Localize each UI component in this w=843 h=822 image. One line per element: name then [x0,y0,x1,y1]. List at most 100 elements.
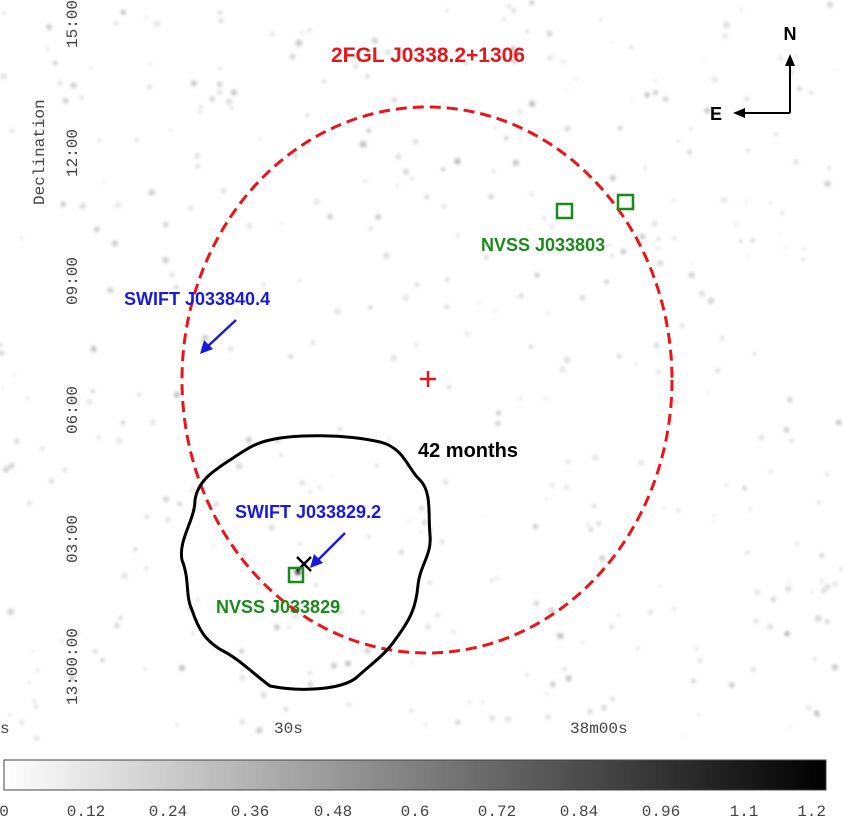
noise-speck [101,180,105,184]
noise-speck [334,308,341,315]
noise-speck [268,524,275,531]
noise-speck [676,508,681,513]
sky-image-noise [0,0,843,742]
noise-speck [310,340,316,346]
noise-speck [93,649,98,654]
noise-speck [745,199,748,203]
x-tick-label: 30s [274,720,303,738]
noise-speck [564,87,568,91]
noise-speck [414,282,419,287]
noise-speck [52,60,58,66]
noise-speck [287,625,291,630]
noise-speck [188,205,194,211]
noise-speck [410,176,414,181]
noise-speck [395,183,400,188]
noise-speck [12,372,17,377]
noise-speck [46,47,50,51]
noise-speck [218,17,224,24]
noise-speck [234,309,239,313]
noise-speck [518,396,523,401]
x-tick-labels: s 30s 38m00s [0,720,628,738]
noise-speck [493,309,497,312]
noise-speck [785,585,792,592]
noise-speck [419,506,425,511]
noise-speck [608,243,612,247]
noise-speck [630,99,634,103]
noise-speck [467,699,473,705]
noise-speck [387,437,391,440]
exposure-label: 42 months [418,440,518,462]
noise-speck [778,232,782,236]
noise-speck [697,657,703,664]
noise-speck [702,58,706,62]
noise-speck [364,647,371,654]
noise-speck [173,391,181,399]
noise-speck [444,277,450,282]
noise-speck [313,582,319,588]
noise-speck [383,252,390,259]
noise-speck [116,437,123,445]
noise-speck [783,246,787,249]
noise-speck [592,454,599,461]
noise-speck [368,305,373,310]
noise-speck [648,609,653,615]
noise-speck [489,715,496,722]
noise-speck [663,96,668,102]
noise-speck [195,597,200,602]
noise-speck [46,24,52,30]
noise-speck [292,613,299,620]
noise-speck [587,708,593,715]
noise-speck [390,355,398,362]
noise-speck [691,678,696,684]
y-tick-labels: 15:00 12:00 09:00 06:00 03:00 13:00:00 [64,0,82,705]
swift-2-arrow-icon [310,532,346,568]
noise-speck [424,194,429,199]
noise-speck [230,89,237,96]
swift-1-arrow-icon [200,319,237,354]
noise-speck [610,254,614,258]
noise-speck [365,178,369,183]
noise-speck [133,547,138,552]
noise-speck [824,180,831,187]
noise-speck [604,279,609,284]
noise-speck [27,681,31,685]
noise-speck [712,513,716,517]
noise-speck [202,334,208,341]
noise-speck [493,125,498,131]
noise-speck [477,300,481,305]
noise-speck [544,397,547,401]
noise-speck [601,705,607,711]
noise-speck [672,236,677,241]
noise-speck [794,541,799,546]
noise-speck [441,167,446,172]
noise-speck [774,132,778,136]
noise-speck [89,66,93,71]
noise-speck [148,189,156,196]
noise-speck [0,351,4,356]
noise-speck [20,236,24,241]
colorbar-tick-label: 1.2 [797,803,826,821]
noise-speck [86,398,93,405]
nvss-box-icon [616,193,635,211]
noise-speck [746,506,753,512]
noise-speck [565,459,571,465]
noise-speck [239,674,246,681]
noise-speck [618,126,623,131]
noise-speck [658,584,661,588]
noise-speck [162,495,170,503]
noise-speck [69,675,75,681]
noise-speck [495,420,501,427]
noise-speck [145,15,148,19]
noise-speck [519,293,524,298]
noise-speck [617,354,622,359]
noise-speck [512,159,519,166]
y-axis-label: Declination [31,99,49,205]
noise-speck [330,474,334,477]
noise-speck [733,222,739,228]
colorbar-tick-label: 0.72 [478,803,516,821]
noise-speck [209,96,215,102]
noise-speck [746,148,750,152]
noise-speck [707,297,715,305]
noise-speck [739,7,744,11]
noise-speck [295,39,303,47]
